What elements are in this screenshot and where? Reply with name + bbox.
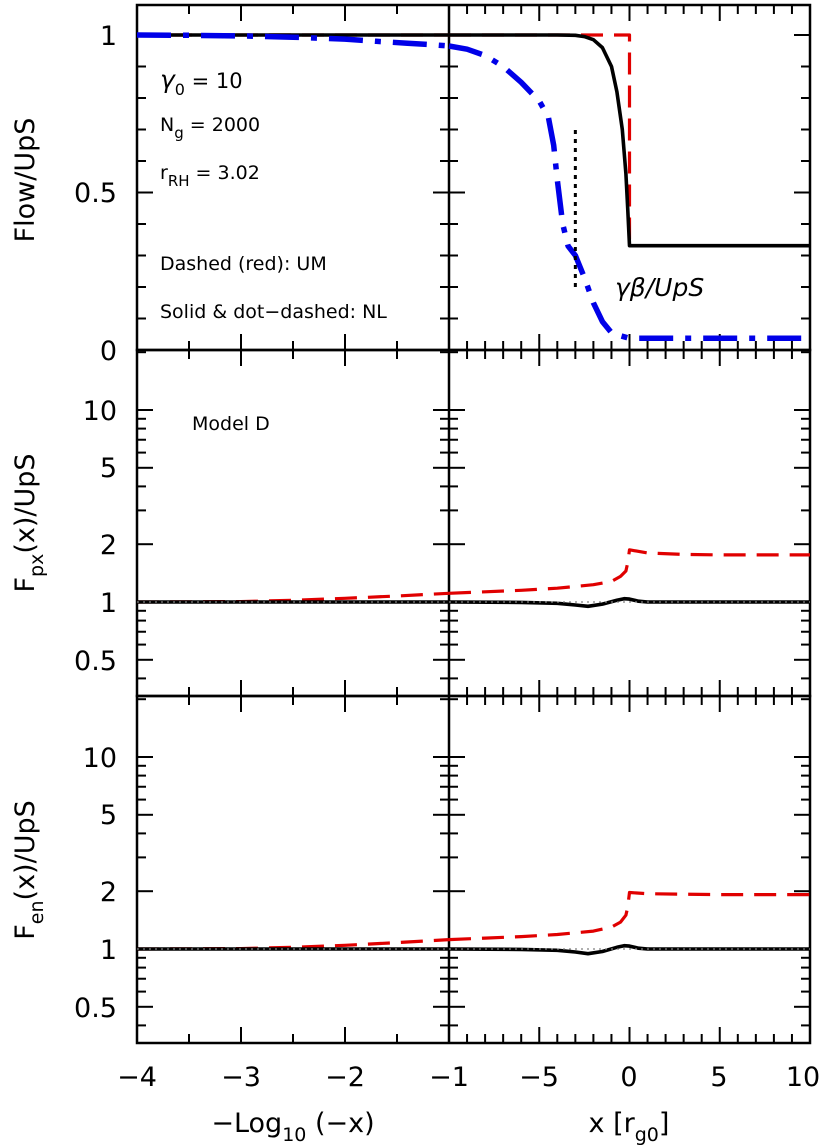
xtick-left-m1: −1 [429,1062,469,1093]
annotation-model-d: Model D [192,413,270,435]
ytick-top-1: 1 [100,21,117,52]
ytick-top-0.5: 0.5 [74,178,117,209]
ytick-mid-2: 2 [100,530,117,561]
y-axis-title-top: Flow/UpS [10,118,41,243]
bottom-panel-frame [135,694,812,1045]
xtick-left-m3: −3 [221,1062,261,1093]
ytick-mid-10: 10 [83,396,117,427]
xtick-left-m2: −2 [325,1062,365,1093]
frames [135,3,812,1045]
xtick-right-m5: −5 [519,1062,559,1093]
data-curves [136,32,810,956]
y-tick-labels: 0 0.5 1 0.5 1 2 5 10 0.5 1 2 5 10 [74,21,117,1024]
annotation-rrh: rRH = 3.02 [160,162,260,190]
annotation-solid-nl: Solid & dot−dashed: NL [160,301,387,323]
ytick-top-0: 0 [100,336,117,367]
top-dot-dashed-series-left [136,32,450,49]
bottom-solid-series-right [448,943,810,956]
ytick-bot-5: 5 [100,800,117,831]
middle-panel-frame [135,348,812,698]
middle-solid-series-right [448,596,810,609]
annotation-gamma0: γ0 = 10 [160,65,243,99]
x-tick-labels: −4 −3 −2 −1 −5 0 5 10 [117,1062,820,1093]
y-axis-title-middle: Fpx(x)/UpS [10,453,48,592]
xtick-left-m4: −4 [117,1062,157,1093]
xtick-right-5: 5 [710,1062,727,1093]
ytick-bot-10: 10 [83,743,117,774]
ytick-bot-0.5: 0.5 [74,993,117,1024]
y-axis-title-bottom: Fen(x)/UpS [10,800,48,939]
ytick-mid-0.5: 0.5 [74,646,117,677]
x-axis-title-right: x [rg0] [589,1108,670,1145]
annotation-ng: Ng = 2000 [160,114,260,142]
annotation-dashed-um: Dashed (red): UM [160,253,327,275]
annotations: γ0 = 10 Ng = 2000 rRH = 3.02 Dashed (red… [160,65,704,435]
ytick-mid-1: 1 [100,588,117,619]
bottom-dashed-series-right [448,890,810,942]
ytick-bot-1: 1 [100,935,117,966]
top-solid-series-right [449,33,810,248]
annotation-gamma-beta: γβ/UpS [615,273,704,302]
tick-marks [136,5,811,1043]
xtick-right-0: 0 [620,1062,637,1093]
xtick-right-10: 10 [786,1062,820,1093]
ytick-mid-5: 5 [100,453,117,484]
middle-dashed-series-right [448,548,810,595]
x-axis-title-left: −Log10 (−x) [211,1108,374,1145]
ytick-bot-2: 2 [100,877,117,908]
